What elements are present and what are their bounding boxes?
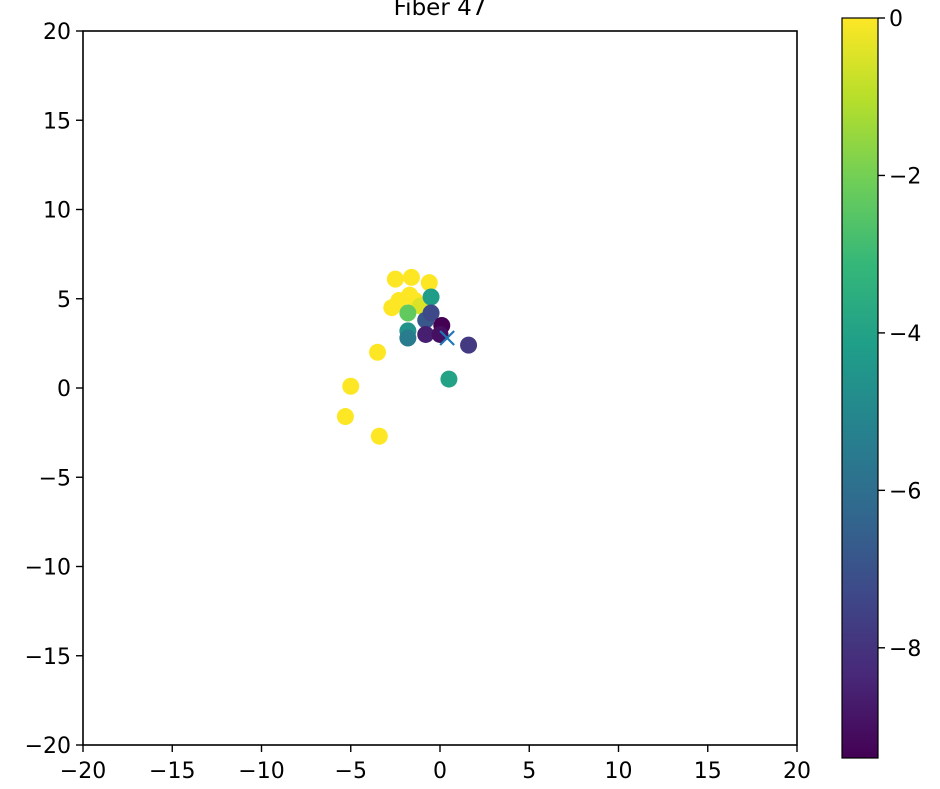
x-tick-label: 10 bbox=[605, 759, 633, 784]
points-layer bbox=[336, 268, 478, 445]
data-point bbox=[370, 427, 388, 445]
x-marker bbox=[439, 330, 455, 346]
data-point bbox=[440, 370, 458, 388]
colorbar bbox=[841, 17, 879, 759]
colorbar-tick-label: −2 bbox=[889, 164, 921, 189]
y-tick-label: −15 bbox=[25, 645, 71, 670]
center-marker-layer bbox=[439, 330, 455, 346]
y-tick-label: −10 bbox=[25, 556, 71, 581]
data-point bbox=[431, 325, 449, 343]
x-marker-stroke bbox=[439, 330, 455, 346]
x-tick-label: −5 bbox=[335, 759, 367, 784]
x-tick-label: 0 bbox=[433, 759, 447, 784]
x-tick-label: 20 bbox=[783, 759, 811, 784]
y-tick-label: 20 bbox=[43, 20, 71, 45]
plot-frame bbox=[82, 30, 798, 746]
data-point bbox=[386, 270, 404, 288]
y-tick-label: −5 bbox=[39, 466, 71, 491]
x-tick-label: −15 bbox=[149, 759, 195, 784]
data-point bbox=[460, 336, 478, 354]
data-point bbox=[422, 304, 440, 322]
data-point bbox=[402, 268, 420, 286]
colorbar-tick-label: −6 bbox=[889, 479, 921, 504]
data-point bbox=[369, 343, 387, 361]
x-tick-label: −20 bbox=[60, 759, 106, 784]
x-axis: −20 −15 −10 −5 0 5 10 15 20 bbox=[60, 745, 811, 784]
data-point bbox=[422, 288, 440, 306]
y-tick-label: 10 bbox=[43, 199, 71, 224]
chart-title: Fiber 47 bbox=[394, 0, 487, 21]
data-point bbox=[342, 377, 360, 395]
y-axis: −20 −15 −10 −5 0 5 10 15 20 bbox=[25, 20, 83, 759]
x-tick-label: 5 bbox=[522, 759, 536, 784]
data-point bbox=[336, 408, 354, 426]
colorbar-tick-label: −8 bbox=[889, 637, 921, 662]
colorbar-tick-label: 0 bbox=[889, 7, 903, 32]
data-point bbox=[399, 304, 417, 322]
data-point bbox=[420, 274, 438, 292]
y-tick-label: 5 bbox=[57, 288, 71, 313]
x-tick-label: −10 bbox=[238, 759, 284, 784]
colorbar-tick-label: −4 bbox=[889, 322, 921, 347]
data-point bbox=[399, 329, 417, 347]
y-tick-label: 15 bbox=[43, 109, 71, 134]
y-tick-label: −20 bbox=[25, 734, 71, 759]
data-point bbox=[417, 325, 435, 343]
x-tick-label: 15 bbox=[694, 759, 722, 784]
y-tick-label: 0 bbox=[57, 377, 71, 402]
colorbar-axis: 0 −2 −4 −6 −8 bbox=[878, 7, 921, 662]
